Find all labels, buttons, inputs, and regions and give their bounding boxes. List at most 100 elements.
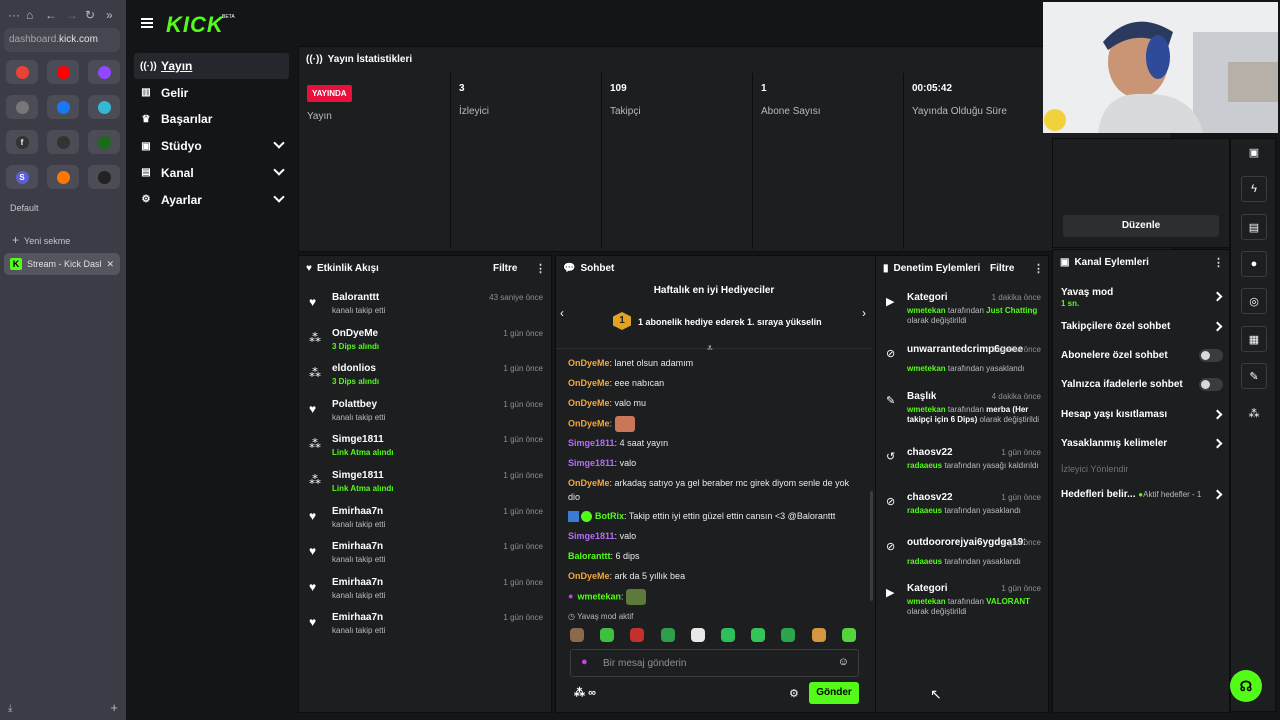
sidebar-item-3[interactable]: ▣ Stüdyo xyxy=(134,133,289,159)
chat-bubble-icon[interactable]: ● xyxy=(1241,251,1267,277)
new-tab-button[interactable]: + Yeni sekme xyxy=(12,233,70,247)
google-shortcut[interactable] xyxy=(6,60,38,84)
kick-logo[interactable]: KICK xyxy=(166,12,224,37)
browser-tab-kick[interactable]: K Stream - Kick Dashb... ✕ xyxy=(4,253,120,275)
activity-user[interactable]: Baloranttt xyxy=(332,292,380,303)
sidebar-item-4[interactable]: ▤ Kanal xyxy=(134,160,289,186)
goals-setting[interactable]: Hedefleri belir... ●Aktif hedefler - 1 xyxy=(1061,489,1223,500)
emote-picker-icon[interactable] xyxy=(811,628,826,642)
chat-username[interactable]: OnDyeMe xyxy=(568,418,610,429)
chat-username[interactable]: OnDyeMe xyxy=(568,571,610,581)
emotes-only-toggle[interactable] xyxy=(1199,378,1223,391)
chat-username[interactable]: OnDyeMe xyxy=(568,398,610,408)
emote-picker-icon[interactable] xyxy=(660,628,675,642)
media-icon[interactable]: ▦ xyxy=(1241,326,1267,352)
collapse-sidebar-icon[interactable]: » xyxy=(106,8,113,22)
broadcast-icon[interactable]: ◎ xyxy=(1241,288,1267,314)
chat-settings-icon[interactable]: ⚙ xyxy=(789,688,799,700)
emoji-icon[interactable]: ☺ xyxy=(837,656,849,668)
filter-button[interactable]: Filtre xyxy=(990,263,1015,274)
activity-user[interactable]: Polattbey xyxy=(332,398,378,410)
youtube-shortcut[interactable] xyxy=(47,60,79,84)
mod-action-name[interactable]: Kategori xyxy=(907,583,948,594)
extensions-icon[interactable]: ⌂ xyxy=(26,8,34,22)
emote-picker-icon[interactable] xyxy=(600,628,615,642)
back-icon[interactable]: ← xyxy=(45,8,57,22)
mod-action-name[interactable]: chaosv22 xyxy=(907,492,953,503)
edit-button[interactable]: Düzenle xyxy=(1063,215,1219,237)
forward-icon[interactable]: → xyxy=(66,8,78,22)
mod-action-name[interactable]: outdoororejyai6ygdga191q3 xyxy=(907,537,1025,548)
f-shortcut[interactable]: f xyxy=(6,130,38,154)
emote-picker-icon[interactable] xyxy=(781,628,796,642)
chat-username[interactable]: wmetekan xyxy=(577,591,621,602)
sidebar-item-0[interactable]: ((·)) Yayın xyxy=(134,53,289,79)
emote-picker-icon[interactable] xyxy=(630,628,645,642)
activity-user[interactable]: Simge1811 xyxy=(332,470,384,481)
emote-picker-icon[interactable] xyxy=(751,628,766,642)
address-bar[interactable]: dashboard.kick.com xyxy=(4,28,120,52)
chat-username[interactable]: OnDyeMe xyxy=(568,478,610,488)
lightning-icon[interactable]: ϟ xyxy=(1241,176,1267,202)
chat-input[interactable]: ● Bir mesaj gönderin ☺ xyxy=(570,649,859,677)
document-icon[interactable]: ▤ xyxy=(1241,214,1267,240)
square-shortcut[interactable] xyxy=(47,130,79,154)
emote-picker-icon[interactable] xyxy=(721,628,735,642)
chat-username[interactable]: OnDyeMe xyxy=(568,378,610,388)
emote-picker-icon[interactable] xyxy=(690,628,705,642)
facebook-shortcut[interactable] xyxy=(47,95,79,119)
prev-icon[interactable]: ‹ xyxy=(560,306,564,320)
share-icon[interactable]: ⁂ xyxy=(1248,407,1260,420)
next-icon[interactable]: › xyxy=(862,306,866,320)
add-icon[interactable]: + xyxy=(110,700,118,715)
activity-user[interactable]: Simge1811 xyxy=(332,434,384,446)
chat-username[interactable]: Simge1811 xyxy=(568,531,615,541)
mod-action-name[interactable]: unwarrantedcrimp6goee xyxy=(907,344,1024,355)
chat-username[interactable]: BotRix xyxy=(595,511,624,521)
activity-user[interactable]: eldonlios xyxy=(332,363,376,375)
activity-user[interactable]: Emirhaa7n xyxy=(332,505,384,517)
xbox-shortcut[interactable] xyxy=(88,130,120,154)
mod-action-name[interactable]: chaosv22 xyxy=(907,447,953,458)
activity-user[interactable]: Emirhaa7n xyxy=(332,541,384,553)
s-shortcut[interactable]: S xyxy=(6,165,38,189)
close-icon[interactable]: ✕ xyxy=(106,258,114,269)
send-button[interactable]: Gönder xyxy=(809,682,859,704)
chatgpt-shortcut[interactable] xyxy=(6,95,38,119)
soundcloud-shortcut[interactable] xyxy=(47,165,79,189)
chat-username[interactable]: Simge1811 xyxy=(568,438,615,448)
activity-user[interactable]: Emirhaa7n xyxy=(332,576,384,588)
edge-shortcut[interactable] xyxy=(88,95,120,119)
points-icon[interactable]: ⁂ ∞ xyxy=(574,687,596,699)
emote-picker-icon[interactable] xyxy=(841,628,856,642)
support-headset-icon[interactable]: ☊ xyxy=(1230,670,1262,702)
chat-username[interactable]: OnDyeMe xyxy=(568,358,610,368)
mod-action-name[interactable]: Kategori xyxy=(907,292,948,303)
more-vertical-icon[interactable]: ⋮ xyxy=(1033,263,1044,275)
menu-icon[interactable] xyxy=(141,18,153,28)
mod-action-name[interactable]: Başlık xyxy=(907,391,937,402)
more-vertical-icon[interactable]: ⋮ xyxy=(1213,257,1224,269)
diamond-shortcut[interactable] xyxy=(88,165,120,189)
collapse-icon[interactable]: ⩡ xyxy=(707,343,713,354)
emote-picker-icon[interactable] xyxy=(570,628,584,642)
followers-only-setting[interactable]: Takipçilere özel sohbet xyxy=(1061,321,1223,332)
wrench-icon[interactable]: ✎ xyxy=(1241,363,1267,389)
chat-username[interactable]: Simge1811 xyxy=(568,458,615,468)
subscribers-only-toggle[interactable] xyxy=(1199,349,1223,362)
more-icon[interactable]: ··· xyxy=(8,8,20,22)
download-icon[interactable]: ⤓ xyxy=(8,703,13,714)
screen-icon[interactable]: ▣ xyxy=(1248,146,1260,159)
sidebar-item-2[interactable]: ♛ Başarılar xyxy=(134,106,289,132)
activity-user[interactable]: OnDyeMe xyxy=(332,327,379,339)
slow-mode-setting[interactable]: Yavaş mod 1 sn. xyxy=(1061,287,1223,309)
reload-icon[interactable]: ↻ xyxy=(85,8,96,22)
banned-words-setting[interactable]: Yasaklanmış kelimeler xyxy=(1061,438,1223,449)
filter-button[interactable]: Filtre xyxy=(493,263,518,274)
chat-scrollbar[interactable] xyxy=(870,491,873,601)
activity-user[interactable]: Emirhaa7n xyxy=(332,612,384,624)
account-age-setting[interactable]: Hesap yaşı kısıtlaması xyxy=(1061,409,1223,420)
sidebar-item-1[interactable]: ▥ Gelir xyxy=(134,80,289,106)
chat-username[interactable]: Baloranttt xyxy=(568,551,611,561)
sidebar-item-5[interactable]: ⚙ Ayarlar xyxy=(134,187,289,213)
